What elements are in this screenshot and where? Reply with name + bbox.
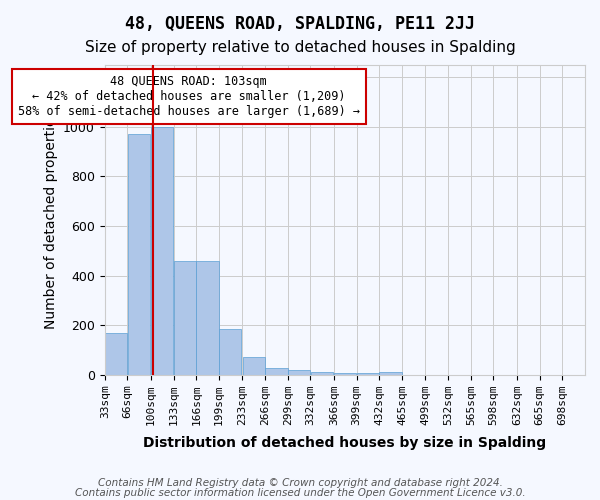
Bar: [334, 372, 356, 374]
Bar: [174, 260, 196, 374]
Bar: [219, 329, 241, 374]
Text: Contains HM Land Registry data © Crown copyright and database right 2024.: Contains HM Land Registry data © Crown c…: [98, 478, 502, 488]
Text: Size of property relative to detached houses in Spalding: Size of property relative to detached ho…: [85, 40, 515, 55]
Bar: [242, 358, 265, 374]
Bar: [105, 332, 127, 374]
Bar: [151, 127, 173, 374]
Y-axis label: Number of detached properties: Number of detached properties: [44, 110, 58, 329]
Bar: [265, 368, 287, 374]
Bar: [196, 260, 219, 374]
Text: Contains public sector information licensed under the Open Government Licence v3: Contains public sector information licen…: [74, 488, 526, 498]
Bar: [311, 372, 333, 374]
Bar: [288, 370, 310, 374]
X-axis label: Distribution of detached houses by size in Spalding: Distribution of detached houses by size …: [143, 436, 547, 450]
Text: 48 QUEENS ROAD: 103sqm
← 42% of detached houses are smaller (1,209)
58% of semi-: 48 QUEENS ROAD: 103sqm ← 42% of detached…: [17, 75, 359, 118]
Bar: [379, 372, 402, 374]
Bar: [128, 134, 150, 374]
Text: 48, QUEENS ROAD, SPALDING, PE11 2JJ: 48, QUEENS ROAD, SPALDING, PE11 2JJ: [125, 15, 475, 33]
